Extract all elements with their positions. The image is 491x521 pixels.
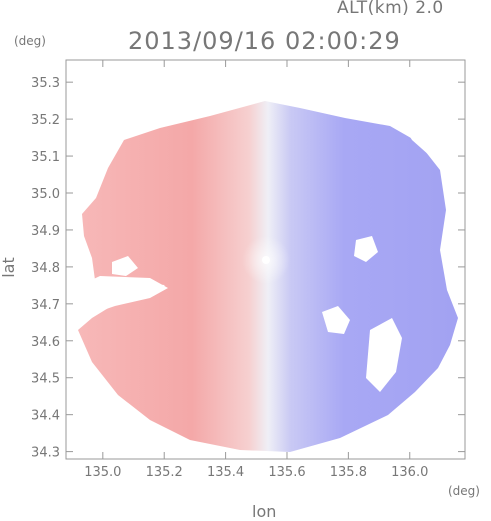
- x-axis-label: lon: [252, 502, 277, 521]
- no-echo-gap: [68, 276, 168, 318]
- y-tick-label: 34.4: [31, 409, 60, 424]
- y-tick-label: 34.7: [31, 298, 60, 313]
- y-tick-label: 34.9: [31, 224, 60, 239]
- no-echo-gap: [322, 306, 350, 334]
- y-tick-label: 34.3: [31, 446, 60, 461]
- x-unit-label: (deg): [448, 484, 480, 498]
- radar-site-marker: [262, 256, 270, 264]
- no-echo-gap: [398, 106, 446, 160]
- y-tick-label: 35.0: [31, 187, 60, 202]
- no-echo-gap: [446, 234, 460, 300]
- x-ticks: 135.0 135.2 135.4 135.6 135.8 136.0: [84, 60, 428, 480]
- x-tick-label: 135.8: [330, 465, 367, 480]
- x-tick-label: 135.6: [268, 465, 305, 480]
- y-unit-label: (deg): [14, 34, 46, 48]
- timestamp-title: 2013/09/16 02:00:29: [128, 27, 401, 55]
- plot-frame: [65, 59, 466, 460]
- y-tick-label: 34.6: [31, 335, 60, 350]
- y-tick-label: 35.1: [31, 150, 60, 165]
- altitude-label: ALT(km) 2.0: [337, 0, 444, 18]
- y-ticks: 35.3 35.2 35.1 35.0 34.9 34.8 34.7 34.6 34.5 34.4…: [31, 76, 465, 461]
- no-echo-gap: [366, 318, 402, 392]
- x-tick-label: 135.0: [84, 465, 121, 480]
- y-tick-label: 35.3: [31, 76, 60, 91]
- y-tick-label: 34.5: [31, 372, 60, 387]
- x-tick-label: 135.4: [207, 465, 244, 480]
- x-tick-label: 136.0: [391, 465, 428, 480]
- y-tick-label: 34.8: [31, 261, 60, 276]
- no-echo-gap: [354, 236, 378, 262]
- x-tick-label: 135.2: [146, 465, 183, 480]
- y-tick-label: 35.2: [31, 113, 60, 128]
- no-echo-gap: [112, 256, 138, 276]
